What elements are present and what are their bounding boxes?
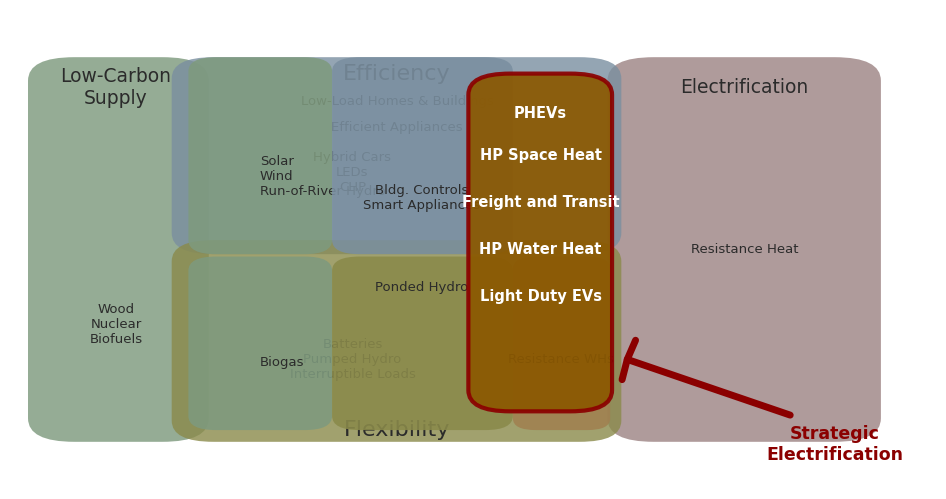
FancyBboxPatch shape	[188, 57, 332, 254]
Text: Efficiency: Efficiency	[343, 63, 451, 84]
Text: Batteries
Pumped Hydro
Interruptible Loads: Batteries Pumped Hydro Interruptible Loa…	[289, 338, 415, 381]
Text: Low-Load Homes & Buildings: Low-Load Homes & Buildings	[301, 95, 494, 108]
Text: Strategic
Electrification: Strategic Electrification	[766, 425, 903, 464]
Text: HP Water Heat: HP Water Heat	[480, 242, 602, 257]
FancyBboxPatch shape	[172, 57, 622, 254]
Text: Light Duty EVs: Light Duty EVs	[480, 289, 602, 304]
Text: Wood
Nuclear
Biofuels: Wood Nuclear Biofuels	[90, 303, 143, 346]
Text: Resistance Heat: Resistance Heat	[691, 243, 798, 256]
Text: Ponded Hydro: Ponded Hydro	[376, 280, 468, 293]
FancyBboxPatch shape	[172, 240, 622, 442]
FancyBboxPatch shape	[468, 74, 612, 411]
FancyBboxPatch shape	[188, 256, 332, 430]
Text: Electrification: Electrification	[680, 78, 809, 97]
Text: Resistance WHs: Resistance WHs	[508, 353, 614, 366]
Text: Biogas: Biogas	[260, 356, 305, 369]
Text: Solar
Wind
Run-of-River Hydro: Solar Wind Run-of-River Hydro	[260, 155, 386, 198]
Text: Freight and Transit: Freight and Transit	[462, 195, 620, 210]
Text: Bldg. Controls
Smart Appliances: Bldg. Controls Smart Appliances	[363, 184, 481, 212]
Text: Efficient Appliances: Efficient Appliances	[331, 121, 463, 134]
Text: Flexibility: Flexibility	[343, 420, 450, 440]
Text: PHEVs: PHEVs	[514, 106, 568, 121]
FancyBboxPatch shape	[332, 256, 513, 430]
FancyBboxPatch shape	[607, 57, 881, 442]
FancyBboxPatch shape	[332, 57, 513, 254]
FancyBboxPatch shape	[28, 57, 209, 442]
Text: HP Space Heat: HP Space Heat	[480, 148, 602, 163]
Text: Low-Carbon
Supply: Low-Carbon Supply	[61, 67, 171, 108]
Text: Hybrid Cars
LEDs
CHP: Hybrid Cars LEDs CHP	[313, 151, 392, 194]
FancyBboxPatch shape	[513, 256, 610, 430]
